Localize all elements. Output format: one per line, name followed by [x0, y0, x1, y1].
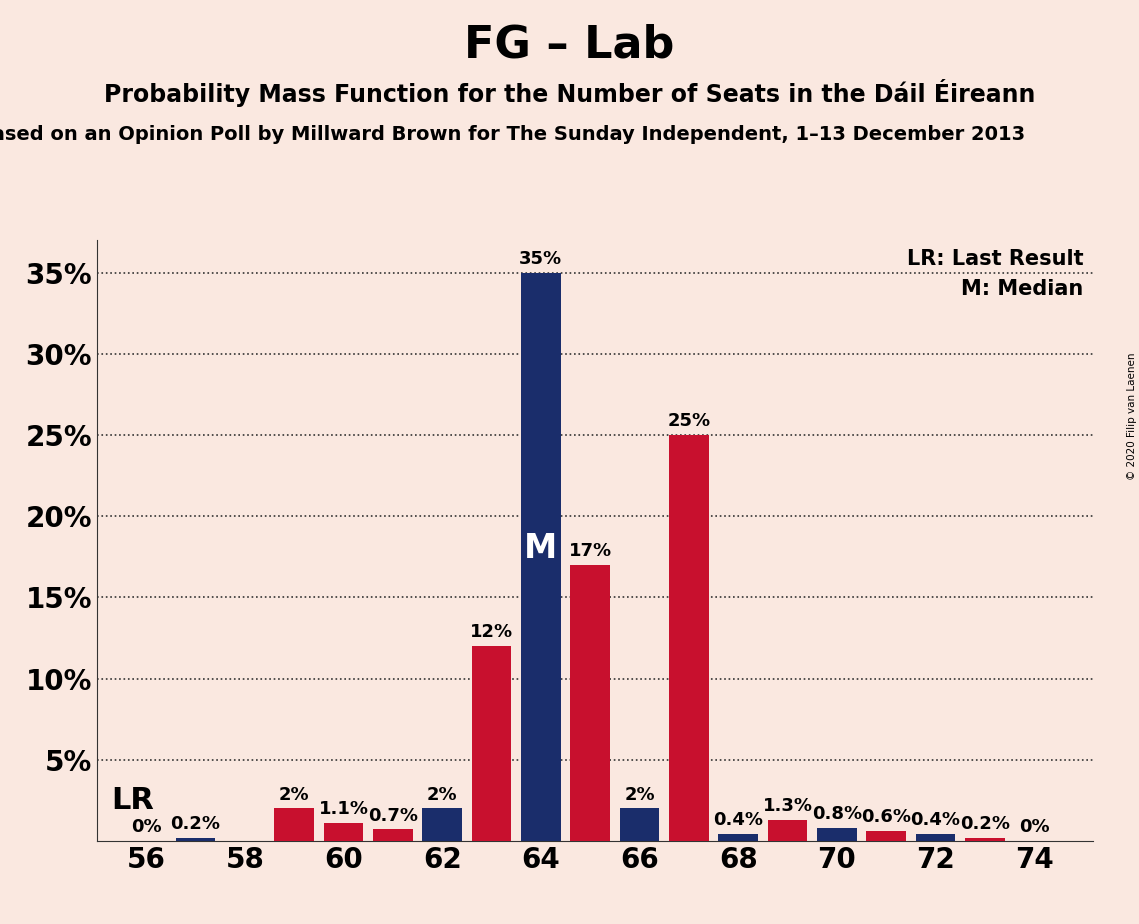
Text: 0%: 0%	[131, 818, 162, 836]
Bar	[916, 834, 956, 841]
Bar	[522, 273, 560, 841]
Bar	[472, 646, 511, 841]
Text: 2%: 2%	[279, 785, 310, 804]
Text: LR: LR	[112, 785, 155, 815]
Bar	[768, 820, 808, 841]
Text: LR: Last Result: LR: Last Result	[907, 249, 1083, 269]
Text: 0.2%: 0.2%	[171, 815, 221, 833]
Text: M: Median: M: Median	[961, 279, 1083, 299]
Text: M: M	[524, 532, 557, 565]
Bar	[719, 834, 757, 841]
Text: Based on an Opinion Poll by Millward Brown for The Sunday Independent, 1–13 Dece: Based on an Opinion Poll by Millward Bro…	[0, 125, 1025, 144]
Bar	[867, 831, 906, 841]
Text: 1.1%: 1.1%	[319, 800, 369, 818]
Bar	[423, 808, 462, 841]
Text: 12%: 12%	[470, 623, 513, 641]
Bar	[965, 837, 1005, 841]
Text: 0.4%: 0.4%	[713, 811, 763, 830]
Text: 2%: 2%	[624, 785, 655, 804]
Text: FG – Lab: FG – Lab	[465, 23, 674, 67]
Text: 0.6%: 0.6%	[861, 808, 911, 826]
Bar	[817, 828, 857, 841]
Text: 0.2%: 0.2%	[960, 815, 1010, 833]
Text: 2%: 2%	[427, 785, 458, 804]
Text: 0.7%: 0.7%	[368, 807, 418, 824]
Text: Probability Mass Function for the Number of Seats in the Dáil Éireann: Probability Mass Function for the Number…	[104, 79, 1035, 106]
Bar	[175, 837, 215, 841]
Text: 1.3%: 1.3%	[762, 796, 812, 815]
Text: 0.8%: 0.8%	[812, 805, 862, 823]
Bar	[620, 808, 659, 841]
Bar	[274, 808, 314, 841]
Bar	[669, 435, 708, 841]
Bar	[374, 830, 412, 841]
Text: 17%: 17%	[568, 542, 612, 560]
Bar	[323, 823, 363, 841]
Bar	[571, 565, 609, 841]
Text: 25%: 25%	[667, 412, 711, 431]
Text: © 2020 Filip van Laenen: © 2020 Filip van Laenen	[1126, 352, 1137, 480]
Text: 0.4%: 0.4%	[910, 811, 960, 830]
Text: 35%: 35%	[519, 249, 563, 268]
Text: 0%: 0%	[1019, 818, 1049, 836]
